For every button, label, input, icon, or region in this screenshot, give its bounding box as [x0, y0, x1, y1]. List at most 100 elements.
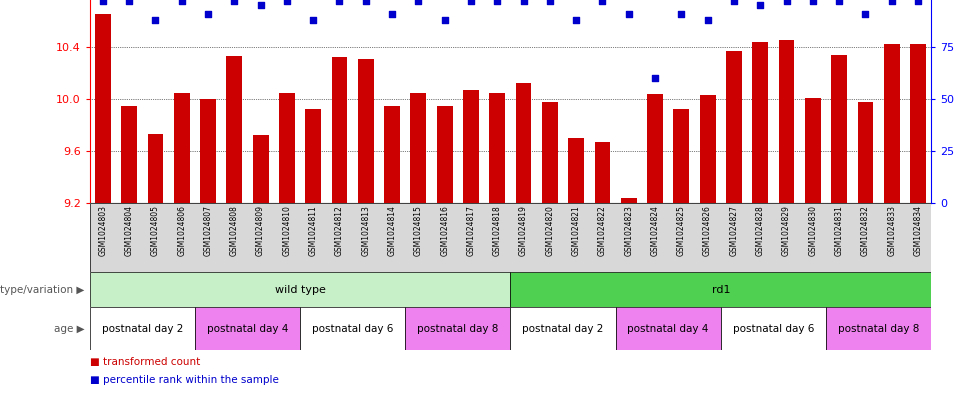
- Point: [542, 0, 558, 4]
- Text: GSM1024810: GSM1024810: [283, 205, 292, 256]
- Text: ■ percentile rank within the sample: ■ percentile rank within the sample: [90, 375, 279, 385]
- Point: [647, 75, 663, 81]
- Point: [279, 0, 294, 4]
- Point: [147, 17, 163, 23]
- Bar: [358, 59, 373, 203]
- Text: GSM1024825: GSM1024825: [677, 205, 685, 256]
- Bar: [857, 102, 874, 203]
- Bar: [826, 307, 931, 350]
- Point: [516, 0, 531, 4]
- Bar: [595, 142, 610, 203]
- Point: [253, 2, 268, 8]
- Bar: [511, 307, 615, 350]
- Point: [700, 17, 716, 23]
- Text: postnatal day 6: postnatal day 6: [732, 323, 814, 334]
- Bar: [226, 56, 242, 203]
- Bar: [90, 272, 511, 307]
- Text: postnatal day 8: postnatal day 8: [838, 323, 919, 334]
- Text: GSM1024803: GSM1024803: [98, 205, 107, 256]
- Text: genotype/variation ▶: genotype/variation ▶: [0, 285, 85, 295]
- Point: [332, 0, 347, 4]
- Bar: [406, 307, 510, 350]
- Point: [437, 17, 452, 23]
- Text: GSM1024820: GSM1024820: [545, 205, 555, 256]
- Bar: [700, 95, 716, 203]
- Point: [779, 0, 795, 4]
- Point: [621, 11, 637, 17]
- Bar: [883, 44, 900, 203]
- Text: GSM1024829: GSM1024829: [782, 205, 791, 256]
- Point: [595, 0, 610, 4]
- Text: postnatal day 6: postnatal day 6: [312, 323, 393, 334]
- Text: GSM1024812: GSM1024812: [335, 205, 344, 256]
- Text: GSM1024809: GSM1024809: [256, 205, 265, 256]
- Bar: [615, 307, 721, 350]
- Text: GSM1024819: GSM1024819: [519, 205, 528, 256]
- Text: GSM1024823: GSM1024823: [624, 205, 633, 256]
- Bar: [147, 134, 164, 203]
- Point: [463, 0, 479, 4]
- Point: [832, 0, 847, 4]
- Text: GSM1024806: GSM1024806: [177, 205, 186, 256]
- Text: age ▶: age ▶: [55, 323, 85, 334]
- Text: GSM1024834: GSM1024834: [914, 205, 922, 256]
- Bar: [832, 55, 847, 203]
- Bar: [516, 83, 531, 203]
- Text: GSM1024833: GSM1024833: [887, 205, 896, 256]
- Bar: [511, 272, 931, 307]
- Bar: [721, 307, 826, 350]
- Text: GSM1024817: GSM1024817: [466, 205, 476, 256]
- Point: [753, 2, 768, 8]
- Bar: [621, 198, 637, 203]
- Text: GSM1024815: GSM1024815: [413, 205, 423, 256]
- Point: [726, 0, 742, 4]
- Text: rd1: rd1: [712, 285, 730, 295]
- Bar: [542, 102, 558, 203]
- Text: GSM1024824: GSM1024824: [650, 205, 659, 256]
- Text: GSM1024818: GSM1024818: [492, 205, 502, 256]
- Bar: [910, 44, 926, 203]
- Text: GSM1024830: GSM1024830: [808, 205, 817, 256]
- Point: [805, 0, 821, 4]
- Bar: [332, 57, 347, 203]
- Bar: [489, 92, 505, 203]
- Point: [200, 11, 215, 17]
- Text: GSM1024832: GSM1024832: [861, 205, 870, 256]
- Bar: [305, 110, 321, 203]
- Point: [174, 0, 189, 4]
- Bar: [437, 106, 452, 203]
- Point: [489, 0, 505, 4]
- Text: GSM1024826: GSM1024826: [703, 205, 712, 256]
- Text: ■ transformed count: ■ transformed count: [90, 357, 200, 367]
- Bar: [568, 138, 584, 203]
- Point: [384, 11, 400, 17]
- Point: [95, 0, 110, 4]
- Bar: [90, 307, 195, 350]
- Bar: [779, 40, 795, 203]
- Bar: [463, 90, 479, 203]
- Text: wild type: wild type: [275, 285, 326, 295]
- Bar: [95, 15, 111, 203]
- Bar: [279, 92, 294, 203]
- Bar: [647, 94, 663, 203]
- Bar: [805, 98, 821, 203]
- Text: GSM1024813: GSM1024813: [362, 205, 371, 256]
- Text: GSM1024827: GSM1024827: [729, 205, 738, 256]
- Text: postnatal day 2: postnatal day 2: [523, 323, 604, 334]
- Text: GSM1024808: GSM1024808: [230, 205, 239, 256]
- Bar: [300, 307, 406, 350]
- Text: postnatal day 4: postnatal day 4: [207, 323, 289, 334]
- Point: [121, 0, 137, 4]
- Text: postnatal day 2: postnatal day 2: [101, 323, 183, 334]
- Text: GSM1024828: GSM1024828: [756, 205, 764, 256]
- Bar: [200, 99, 215, 203]
- Text: GSM1024821: GSM1024821: [571, 205, 581, 256]
- Point: [226, 0, 242, 4]
- Point: [305, 17, 321, 23]
- Text: postnatal day 8: postnatal day 8: [417, 323, 498, 334]
- Point: [674, 11, 689, 17]
- Text: GSM1024811: GSM1024811: [309, 205, 318, 256]
- Text: GSM1024831: GSM1024831: [835, 205, 843, 256]
- Bar: [90, 203, 931, 272]
- Point: [568, 17, 584, 23]
